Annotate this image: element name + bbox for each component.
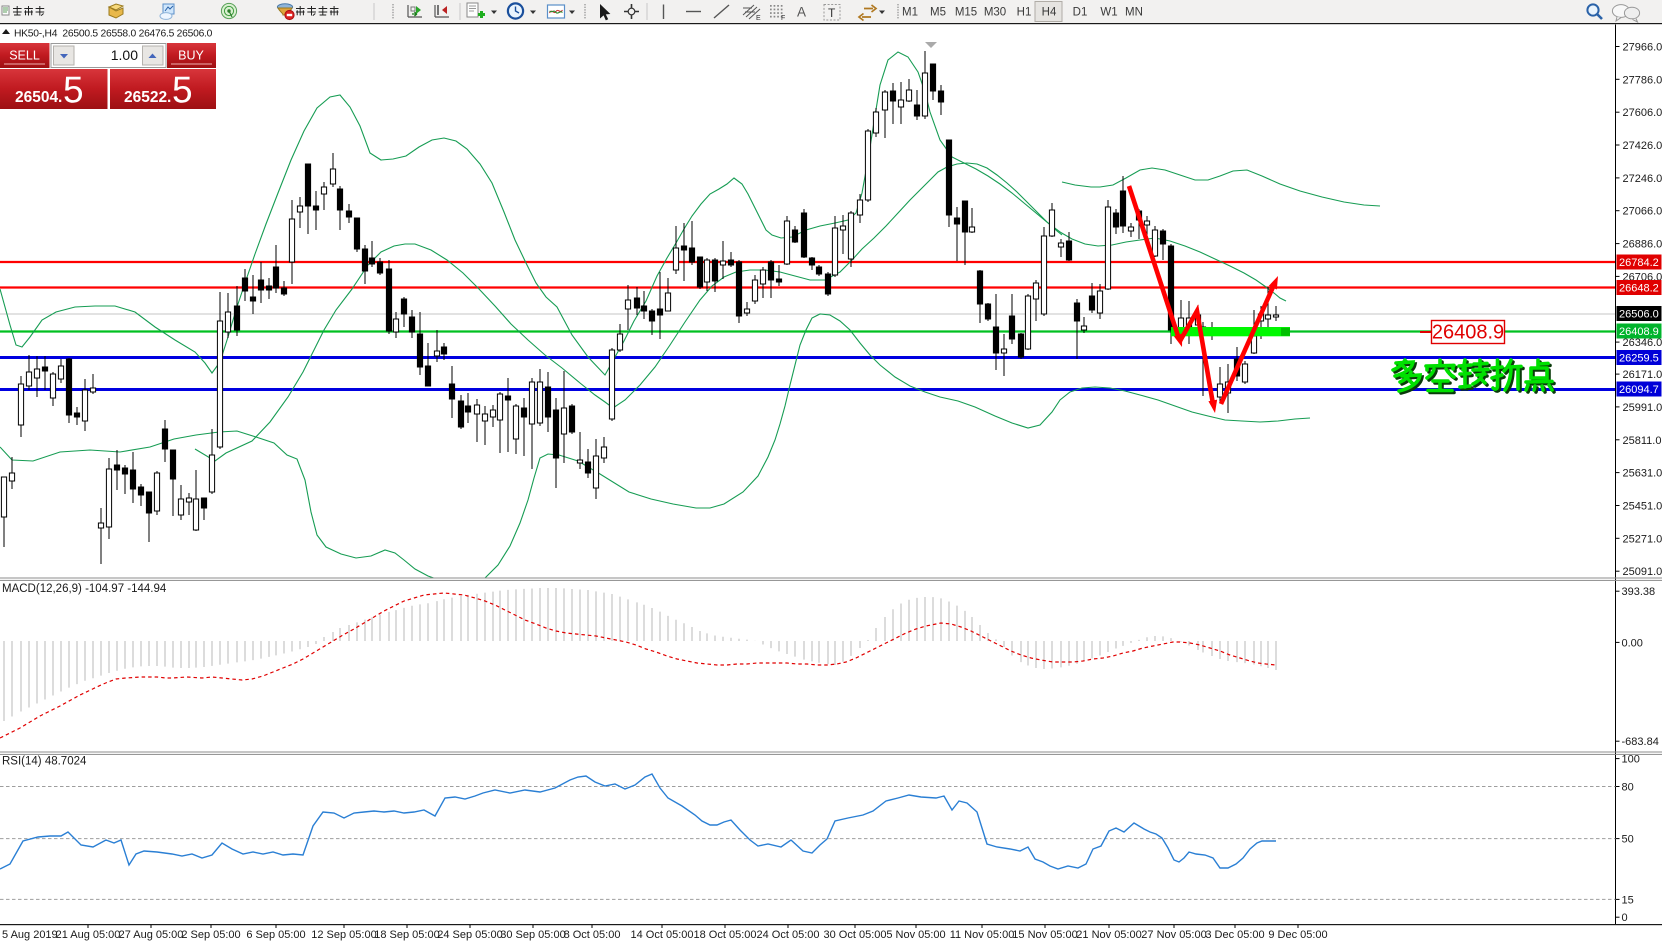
svg-text:M30: M30	[984, 7, 1006, 19]
svg-text:9 Dec 05:00: 9 Dec 05:00	[1268, 929, 1327, 941]
svg-text:RSI(14) 48.7024: RSI(14) 48.7024	[2, 756, 87, 768]
svg-text:HK50-,H4 26500.5 26558.0 2647: HK50-,H4 26500.5 26558.0 26476.5 26506.0	[14, 28, 213, 39]
svg-text:26408.9: 26408.9	[1619, 326, 1659, 338]
svg-text:24 Sep 05:00: 24 Sep 05:00	[437, 929, 502, 941]
svg-text:5 Nov 05:00: 5 Nov 05:00	[886, 929, 945, 941]
svg-text:M1: M1	[902, 7, 918, 19]
svg-text:27246.0: 27246.0	[1623, 173, 1662, 185]
svg-text:18 Oct 05:00: 18 Oct 05:00	[694, 929, 757, 941]
svg-text:T: T	[828, 6, 836, 20]
svg-text:26648.2: 26648.2	[1619, 283, 1659, 295]
svg-text:27786.0: 27786.0	[1623, 74, 1662, 86]
svg-text:21 Nov 05:00: 21 Nov 05:00	[1076, 929, 1141, 941]
svg-text:27066.0: 27066.0	[1623, 206, 1662, 218]
svg-text:80: 80	[1622, 782, 1634, 794]
svg-text:M15: M15	[955, 7, 977, 19]
svg-text:0: 0	[1622, 912, 1628, 924]
svg-text:MN: MN	[1125, 7, 1143, 19]
svg-text:25451.0: 25451.0	[1623, 501, 1662, 513]
svg-text:E: E	[756, 15, 761, 22]
svg-text:2 Sep 05:00: 2 Sep 05:00	[181, 929, 240, 941]
svg-text:6 Sep 05:00: 6 Sep 05:00	[246, 929, 305, 941]
svg-text:27966.0: 27966.0	[1623, 42, 1662, 54]
svg-text:27 Aug 05:00: 27 Aug 05:00	[119, 929, 184, 941]
svg-text:26094.7: 26094.7	[1619, 384, 1659, 396]
svg-text:25991.0: 25991.0	[1623, 402, 1662, 414]
svg-text:MACD(12,26,9) -104.97 -144.94: MACD(12,26,9) -104.97 -144.94	[2, 583, 167, 595]
svg-text:0.00: 0.00	[1622, 637, 1643, 649]
svg-text:F: F	[781, 15, 785, 22]
svg-text:26408.9: 26408.9	[1432, 322, 1504, 344]
svg-text:26522: 26522	[124, 89, 167, 106]
svg-text:BUY: BUY	[178, 49, 204, 63]
svg-text:25631.0: 25631.0	[1623, 468, 1662, 480]
svg-text:H1: H1	[1017, 7, 1032, 19]
svg-text:26259.5: 26259.5	[1619, 353, 1659, 365]
svg-text:27426.0: 27426.0	[1623, 140, 1662, 152]
svg-text:D1: D1	[1073, 7, 1088, 19]
svg-text:21 Aug 05:00: 21 Aug 05:00	[56, 929, 121, 941]
svg-text:SELL: SELL	[9, 49, 40, 63]
svg-text:14 Oct 05:00: 14 Oct 05:00	[631, 929, 694, 941]
svg-text:8 Oct 05:00: 8 Oct 05:00	[564, 929, 621, 941]
svg-text:30 Sep 05:00: 30 Sep 05:00	[500, 929, 565, 941]
svg-text:-683.84: -683.84	[1622, 736, 1659, 748]
svg-text:26886.0: 26886.0	[1623, 239, 1662, 251]
svg-text:18 Sep 05:00: 18 Sep 05:00	[374, 929, 439, 941]
svg-text:26171.0: 26171.0	[1623, 369, 1662, 381]
svg-text:3 Dec 05:00: 3 Dec 05:00	[1205, 929, 1264, 941]
svg-text:W1: W1	[1100, 7, 1117, 19]
svg-text:H4: H4	[1042, 7, 1057, 19]
svg-text:26506.0: 26506.0	[1619, 309, 1659, 321]
svg-text:5: 5	[172, 70, 193, 111]
svg-text:5 Aug 2019: 5 Aug 2019	[2, 929, 58, 941]
svg-text:.: .	[167, 89, 171, 106]
svg-text:15 Nov 05:00: 15 Nov 05:00	[1012, 929, 1077, 941]
svg-text:A: A	[797, 5, 806, 20]
svg-text:25271.0: 25271.0	[1623, 533, 1662, 545]
svg-text:26346.0: 26346.0	[1623, 337, 1662, 349]
svg-text:100: 100	[1622, 754, 1640, 766]
svg-text:11 Nov 05:00: 11 Nov 05:00	[950, 929, 1015, 941]
svg-text:M5: M5	[930, 7, 946, 19]
svg-text:27606.0: 27606.0	[1623, 107, 1662, 119]
svg-text:1.00: 1.00	[111, 47, 138, 63]
svg-text:26784.2: 26784.2	[1619, 257, 1659, 269]
svg-text:25811.0: 25811.0	[1623, 435, 1662, 447]
svg-text:50: 50	[1622, 834, 1634, 846]
svg-text:27 Nov 05:00: 27 Nov 05:00	[1141, 929, 1206, 941]
svg-text:30 Oct 05:00: 30 Oct 05:00	[824, 929, 887, 941]
svg-text:12 Sep 05:00: 12 Sep 05:00	[311, 929, 376, 941]
svg-text:15: 15	[1622, 894, 1634, 906]
svg-text:5: 5	[63, 70, 84, 111]
svg-text:393.38: 393.38	[1622, 586, 1656, 598]
svg-text:24 Oct 05:00: 24 Oct 05:00	[757, 929, 820, 941]
svg-text:26504: 26504	[15, 89, 58, 106]
svg-text:25091.0: 25091.0	[1623, 566, 1662, 578]
svg-text:.: .	[58, 89, 62, 106]
